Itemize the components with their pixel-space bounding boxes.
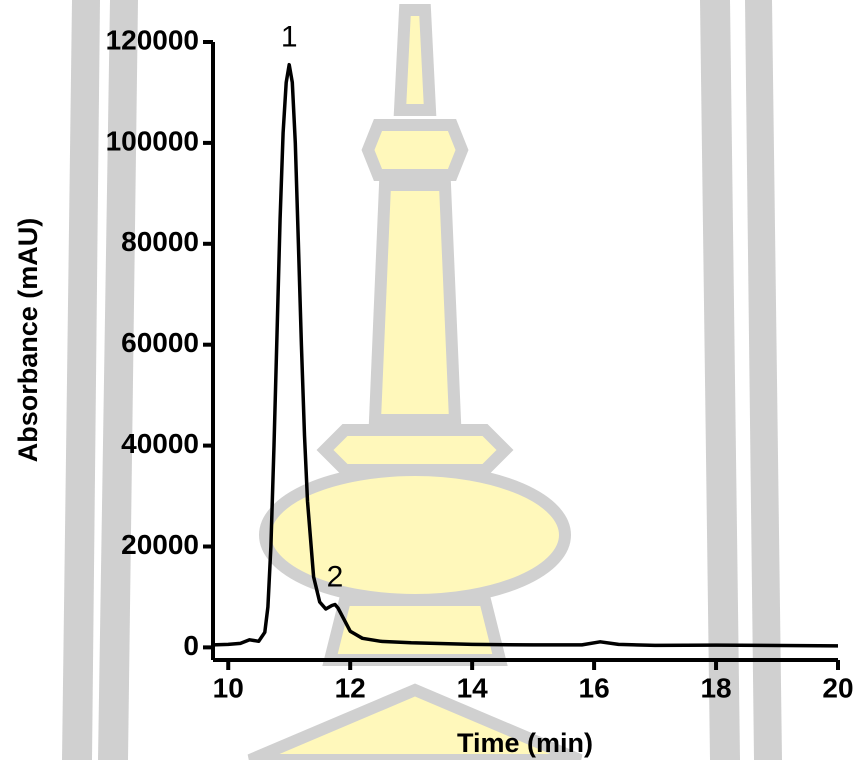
- peak-label: 1: [281, 21, 298, 54]
- x-tick-label: 20: [822, 672, 853, 703]
- y-tick-label: 40000: [121, 428, 199, 459]
- x-tick-label: 12: [335, 672, 366, 703]
- y-tick-label: 100000: [106, 125, 199, 156]
- x-axis-title: Time (min): [457, 728, 593, 758]
- x-tick-label: 14: [457, 672, 489, 703]
- y-tick-label: 0: [183, 630, 199, 661]
- peak-label: 2: [327, 560, 344, 593]
- y-tick-label: 120000: [106, 24, 199, 55]
- y-axis-title: Absorbance (mAU): [13, 218, 43, 463]
- x-tick-label: 16: [579, 672, 610, 703]
- x-tick-label: 18: [700, 672, 731, 703]
- y-tick-label: 80000: [121, 226, 199, 257]
- y-tick-label: 20000: [121, 529, 199, 560]
- x-tick-label: 10: [213, 672, 244, 703]
- chart: Absorbance (mAU) Time (min) 0 20000 40000 6…: [0, 0, 858, 760]
- y-tick-label: 60000: [121, 327, 199, 358]
